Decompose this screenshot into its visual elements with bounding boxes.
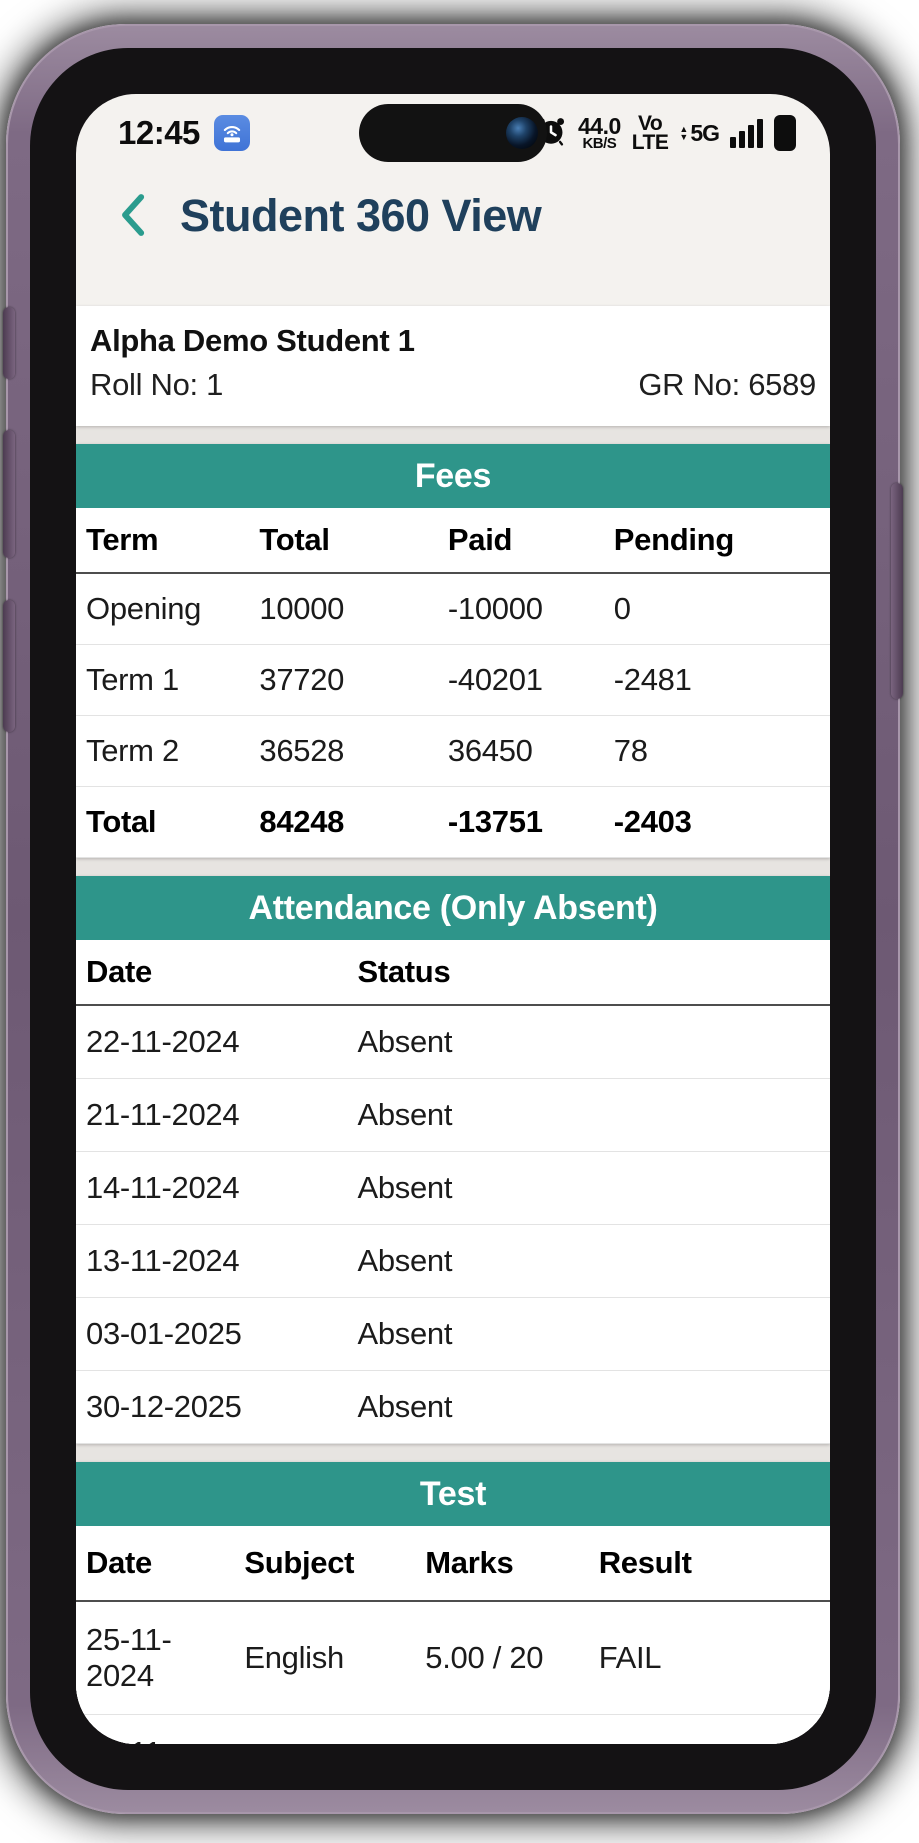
attendance-table: Date Status 22-11-2024 Absent 21-11-2024 [76,940,830,1444]
scroll-area[interactable]: Alpha Demo Student 1 Roll No: 1 GR No: 6… [76,306,830,1744]
table-row: 25-11-2024 English 5.00 / 20 FAIL [76,1601,830,1715]
volte-indicator: Vo LTE [631,112,669,154]
test-table: Date Subject Marks Result 25-11-2024 Eng… [76,1526,830,1744]
dynamic-island [359,104,547,162]
clock-text: 12:45 [118,114,200,151]
status-icons: 44.0 KB/S Vo LTE ▲ ▼ 5G [535,112,796,154]
fees-header-row: Term Total Paid Pending [76,508,830,574]
fees-col-term: Term [76,508,250,574]
volume-up-button [3,430,15,558]
speed-unit: KB/S [582,134,617,152]
table-row: 30-12-2025 Absent [76,1370,830,1444]
phone-frame: 12:45 [3,24,903,1814]
phone-screen: 12:45 [76,94,830,1744]
speed-value: 44.0 [578,112,621,139]
action-button [3,307,15,379]
chevron-left-icon [116,189,152,244]
table-row: 14-11-2024 Absent [76,1151,830,1225]
power-button [891,483,903,699]
fees-col-pending: Pending [603,508,830,574]
status-bar: 12:45 [76,94,830,166]
table-row: Term 1 37720 -40201 -2481 [76,644,830,716]
gr-number: GR No: 6589 [638,367,816,402]
attendance-section: Attendance (Only Absent) Date Status 22-… [76,876,830,1444]
table-row: 03-01-2025 Absent [76,1297,830,1371]
network-type-indicator: ▲ ▼ 5G [679,119,720,147]
table-row: 13-11-2024 Absent [76,1224,830,1298]
table-row: 25-11-2024 Gujarati 8.00 / 20 PASS [76,1714,830,1744]
volume-down-button [3,600,15,732]
app-header: Student 360 View [76,166,830,306]
fees-section: Fees Term Total Paid Pending [76,444,830,858]
test-col-subject: Subject [234,1526,416,1602]
signal-bars-icon [730,118,763,148]
page-title: Student 360 View [180,190,542,241]
attendance-header-row: Date Status [76,940,830,1006]
student-name: Alpha Demo Student 1 [90,323,415,358]
test-col-result: Result [588,1526,830,1602]
test-col-date: Date [76,1526,235,1602]
table-row: Opening 10000 -10000 0 [76,573,830,645]
table-row: Term 2 36528 36450 78 [76,715,830,787]
table-row: 22-11-2024 Absent [76,1005,830,1079]
network-speed-indicator: 44.0 KB/S [578,112,621,152]
fees-col-total: Total [249,508,438,574]
roll-number: Roll No: 1 [90,367,224,402]
camera-icon [506,117,538,149]
fees-total-row: Total 84248 -13751 -2403 [76,786,830,858]
phone-bezel: 12:45 [30,48,876,1790]
data-transfer-arrows-icon: ▲ ▼ [679,124,689,142]
test-section: Test Date Subject Marks Result [76,1462,830,1744]
student-info-card: Alpha Demo Student 1 Roll No: 1 GR No: 6… [76,306,830,426]
fees-table: Term Total Paid Pending Opening 10000 -1… [76,508,830,858]
attendance-section-title: Attendance (Only Absent) [76,876,830,940]
attendance-col-date: Date [76,940,348,1006]
attendance-col-status: Status [347,940,830,1006]
back-button[interactable] [116,189,152,244]
network-type-label: 5G [690,119,720,146]
fees-col-paid: Paid [437,508,604,574]
test-header-row: Date Subject Marks Result [76,1526,830,1602]
hotspot-notification-icon [213,115,250,151]
table-row: 21-11-2024 Absent [76,1078,830,1152]
test-section-title: Test [76,1462,830,1526]
test-col-marks: Marks [415,1526,589,1602]
fees-section-title: Fees [76,444,830,508]
battery-icon [774,115,796,151]
